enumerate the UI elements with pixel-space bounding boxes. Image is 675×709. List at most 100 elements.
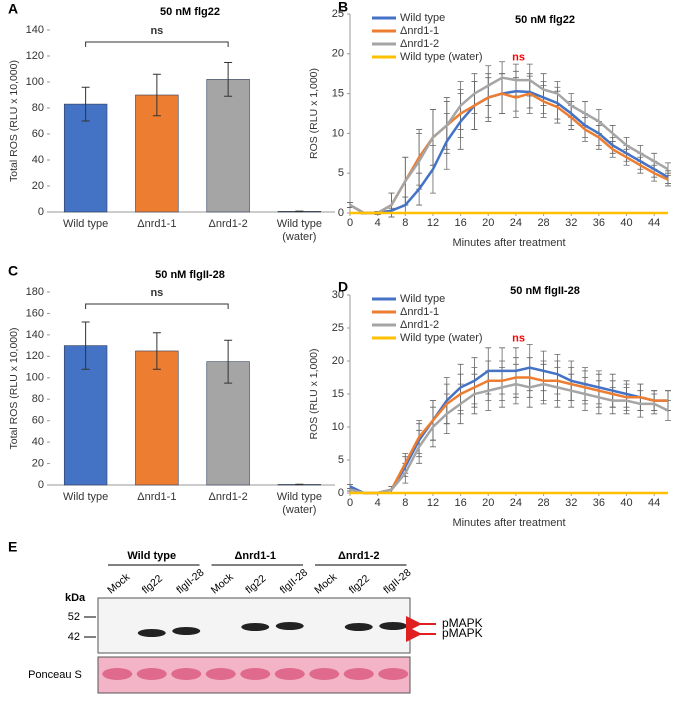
marker-label: 52 xyxy=(68,611,80,623)
legend-label: Wild type (water) xyxy=(400,332,483,344)
y-tick-label: 60 xyxy=(32,415,44,427)
stain-band xyxy=(275,668,305,680)
lane-label: flg22 xyxy=(140,572,165,596)
bar xyxy=(136,351,179,485)
x-tick-label-box: Δnrd1-2 xyxy=(193,491,264,521)
y-tick-label: 0 xyxy=(338,487,344,499)
legend-label: Wild type xyxy=(400,293,445,305)
y-tick-label: 20 xyxy=(32,180,44,192)
chart-title: 50 nM flgII-28 xyxy=(155,269,225,281)
y-tick-label: 5 xyxy=(338,454,344,466)
y-tick-label: 120 xyxy=(26,50,44,62)
stain-band xyxy=(102,668,132,680)
x-tick-label: 32 xyxy=(565,497,577,509)
x-tick-label: 20 xyxy=(482,497,494,509)
annotation: ns xyxy=(512,52,525,64)
x-tick-label-box: Wild type xyxy=(50,491,121,521)
x-tick-label: 40 xyxy=(620,497,632,509)
x-axis-title: Minutes after treatment xyxy=(452,517,565,529)
lane-label: flgII-28 xyxy=(381,566,413,596)
band xyxy=(241,623,269,631)
y-tick-label: 140 xyxy=(26,24,44,36)
y-tick-label: 30 xyxy=(332,289,344,301)
legend-label: Δnrd1-1 xyxy=(400,25,439,37)
x-tick-label: Δnrd1-1 xyxy=(121,218,192,231)
legend-label: Wild type xyxy=(400,12,445,24)
y-tick-label: 60 xyxy=(32,128,44,140)
y-tick-label: 40 xyxy=(32,436,44,448)
x-tick-label: Δnrd1-2 xyxy=(193,491,264,504)
y-tick-label: 140 xyxy=(26,329,44,341)
x-tick-label-box: Δnrd1-1 xyxy=(121,218,192,248)
x-tick-label: Δnrd1-2 xyxy=(193,218,264,231)
band xyxy=(276,622,304,630)
x-tick-label: 36 xyxy=(593,217,605,229)
kda-label: kDa xyxy=(65,592,86,604)
lane-label: flg22 xyxy=(243,572,268,596)
x-tick-label: 8 xyxy=(402,497,408,509)
x-axis-title: Minutes after treatment xyxy=(452,237,565,249)
x-tick-label: 24 xyxy=(510,217,522,229)
marker-label: 42 xyxy=(68,631,80,643)
x-tick-label: 12 xyxy=(427,217,439,229)
x-tick-label: 8 xyxy=(402,217,408,229)
x-tick-label: 4 xyxy=(375,217,381,229)
lane-label: flg22 xyxy=(347,572,372,596)
x-tick-label: Wild type xyxy=(50,218,121,231)
lane-label: flgII-28 xyxy=(278,566,310,596)
x-tick-label: 12 xyxy=(427,497,439,509)
y-tick-label: 15 xyxy=(332,388,344,400)
stain-label: Ponceau S xyxy=(28,669,82,681)
x-tick-label: 44 xyxy=(648,217,660,229)
y-tick-label: 20 xyxy=(32,457,44,469)
lane-label: flgII-28 xyxy=(174,566,206,596)
y-axis-title: ROS (RLU x 1,000) xyxy=(308,348,320,439)
y-tick-label: 100 xyxy=(26,76,44,88)
band xyxy=(345,623,373,631)
x-tick-label: 40 xyxy=(620,217,632,229)
y-tick-label: 20 xyxy=(332,48,344,60)
y-tick-label: 10 xyxy=(332,127,344,139)
significance-bracket xyxy=(86,304,229,309)
y-tick-label: 80 xyxy=(32,102,44,114)
lane-label: Mock xyxy=(105,571,133,597)
y-tick-label: 0 xyxy=(38,479,44,491)
x-tick-label-box: Δnrd1-1 xyxy=(121,491,192,521)
y-axis-title: Total ROS (RLU x 10,000) xyxy=(8,60,20,182)
panel-label: E xyxy=(8,539,17,555)
x-tick-label: Δnrd1-1 xyxy=(121,491,192,504)
chart-title: 50 nM flg22 xyxy=(515,14,575,26)
y-tick-label: 100 xyxy=(26,372,44,384)
stain-band xyxy=(171,668,201,680)
y-tick-label: 40 xyxy=(32,154,44,166)
x-tick-label: 0 xyxy=(347,497,353,509)
x-tick-label: 28 xyxy=(537,217,549,229)
band-label: pMAPK xyxy=(442,626,483,640)
annotation: ns xyxy=(150,25,163,37)
bar xyxy=(207,79,250,212)
legend-label: Wild type (water) xyxy=(400,51,483,63)
x-tick-label-box: Wild type (water) xyxy=(264,218,335,248)
x-tick-label: 0 xyxy=(347,217,353,229)
y-tick-label: 25 xyxy=(332,322,344,334)
error-bar xyxy=(295,211,303,212)
x-tick-label: 16 xyxy=(454,497,466,509)
y-tick-label: 5 xyxy=(338,167,344,179)
y-tick-label: 120 xyxy=(26,350,44,362)
stain-band xyxy=(206,668,236,680)
band xyxy=(379,622,407,630)
annotation: ns xyxy=(512,332,525,344)
x-tick-label: 4 xyxy=(375,497,381,509)
x-tick-label: 16 xyxy=(454,217,466,229)
legend-label: Δnrd1-1 xyxy=(400,306,439,318)
annotation: ns xyxy=(150,287,163,299)
x-tick-label-box: Wild type (water) xyxy=(264,491,335,521)
x-tick-label: Wild type (water) xyxy=(264,218,335,244)
legend-label: Δnrd1-2 xyxy=(400,319,439,331)
stain-band xyxy=(378,668,408,680)
lane-label: Mock xyxy=(312,571,340,597)
stain-band xyxy=(137,668,167,680)
stain-band xyxy=(309,668,339,680)
y-tick-label: 0 xyxy=(338,207,344,219)
